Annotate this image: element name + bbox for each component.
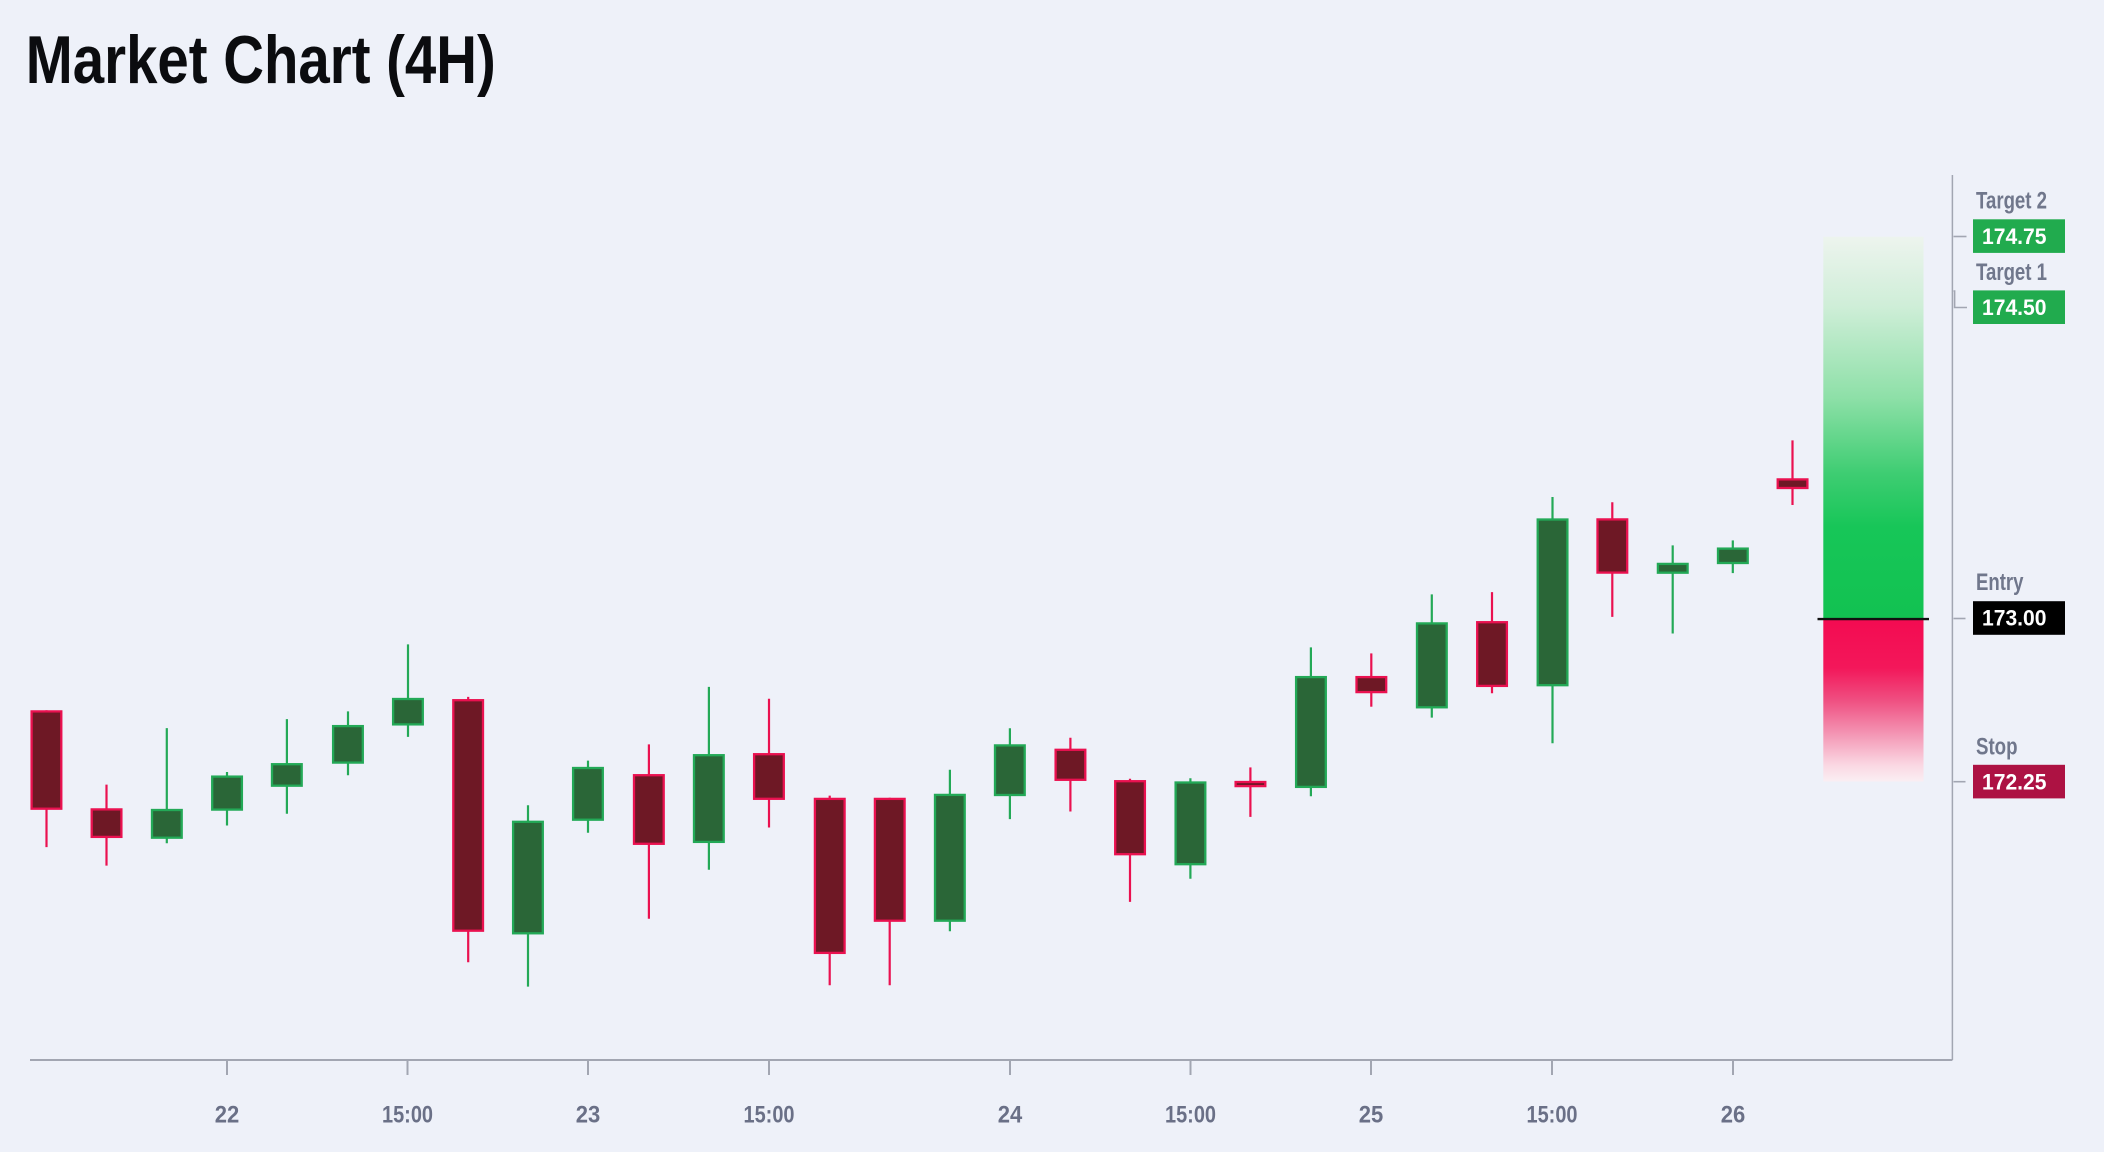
svg-text:26: 26 <box>1721 1101 1746 1128</box>
svg-text:174.50: 174.50 <box>1982 295 2047 320</box>
svg-text:Entry: Entry <box>1976 569 2024 596</box>
svg-text:172.25: 172.25 <box>1982 769 2047 794</box>
svg-text:173.00: 173.00 <box>1982 606 2047 631</box>
svg-text:23: 23 <box>576 1101 601 1128</box>
svg-text:Market Chart (4H): Market Chart (4H) <box>26 22 496 98</box>
svg-text:24: 24 <box>998 1101 1023 1128</box>
svg-text:15:00: 15:00 <box>1527 1101 1578 1128</box>
svg-text:15:00: 15:00 <box>1165 1101 1216 1128</box>
svg-text:15:00: 15:00 <box>744 1101 795 1128</box>
svg-text:25: 25 <box>1359 1101 1384 1128</box>
svg-text:22: 22 <box>215 1101 240 1128</box>
svg-text:Target 2: Target 2 <box>1976 188 2047 215</box>
svg-text:174.75: 174.75 <box>1982 224 2047 249</box>
svg-text:Target 1: Target 1 <box>1976 259 2047 286</box>
svg-text:15:00: 15:00 <box>382 1101 433 1128</box>
svg-text:Stop: Stop <box>1976 734 2018 761</box>
